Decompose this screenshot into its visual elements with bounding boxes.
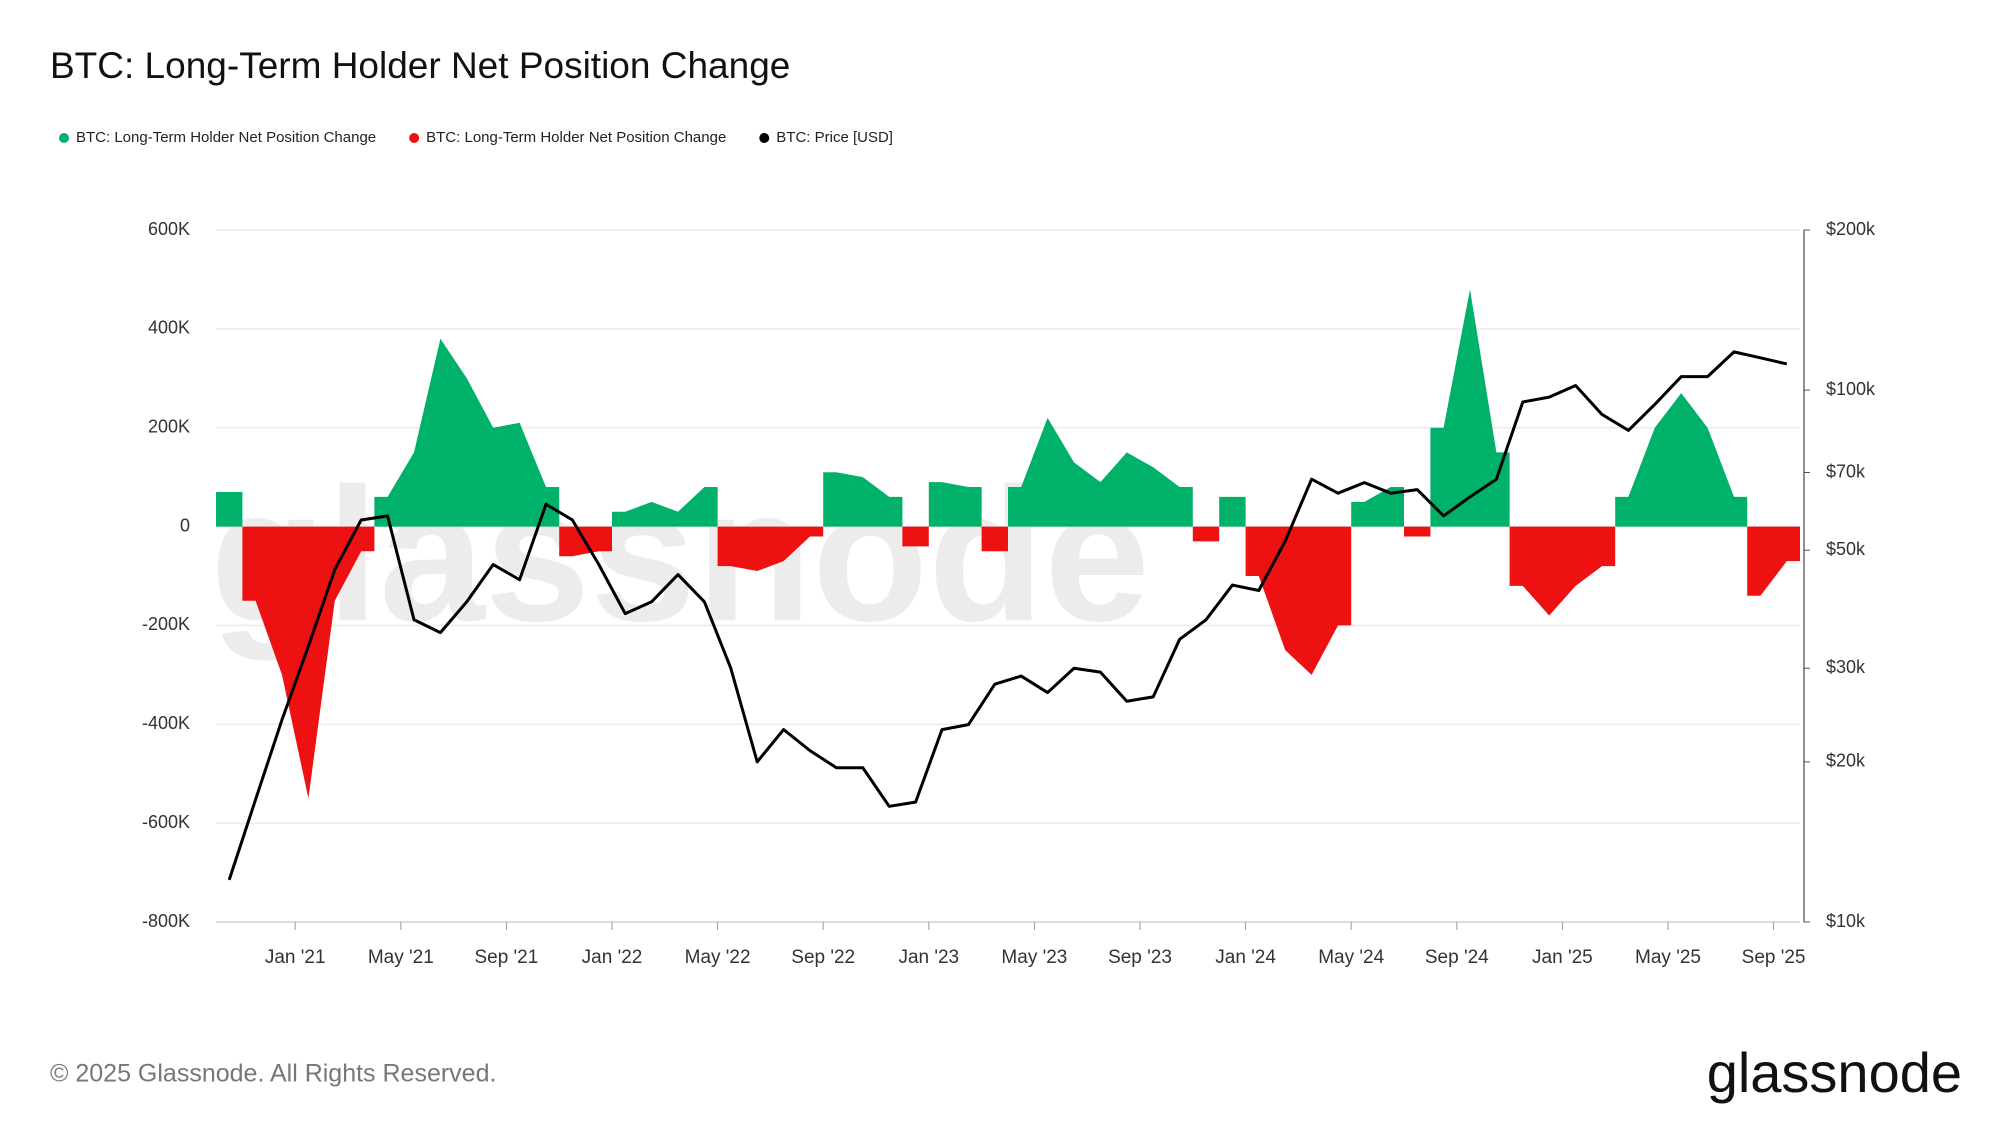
area xyxy=(717,526,824,572)
copyright: © 2025 Glassnode. All Rights Reserved. xyxy=(50,1060,496,1088)
plot: -800K -600K -400K -200K 0 200K 400K 600K $10k $20… xyxy=(142,219,1876,968)
area xyxy=(902,526,929,547)
area xyxy=(1351,487,1404,527)
legend-label: BTC: Long-Term Holder Net Position Chang… xyxy=(426,129,726,146)
y2-tick-label: $10k xyxy=(1826,911,1866,931)
chart-title: BTC: Long-Term Holder Net Position Chang… xyxy=(50,45,790,86)
area xyxy=(1509,526,1616,616)
y-tick-label: 400K xyxy=(148,318,190,338)
x-tick-label: Sep '21 xyxy=(474,947,538,968)
x-tick-label: Jan '21 xyxy=(265,947,326,968)
x-tick-label: May '21 xyxy=(368,947,434,968)
x-tick-label: Jan '24 xyxy=(1215,947,1276,968)
x-tick-label: May '23 xyxy=(1001,947,1067,968)
legend-label: BTC: Long-Term Holder Net Position Chang… xyxy=(76,129,376,146)
x-tick-label: May '25 xyxy=(1635,947,1701,968)
legend: BTC: Long-Term Holder Net Position Chang… xyxy=(59,129,893,146)
x-tick-label: May '22 xyxy=(685,947,751,968)
area xyxy=(216,491,243,527)
y-tick-label: 200K xyxy=(148,416,190,436)
x-tick-label: Jan '22 xyxy=(582,947,643,968)
y2-tick-label: $70k xyxy=(1826,461,1866,481)
x-tick-label: Sep '22 xyxy=(791,947,855,968)
x-tick-label: Sep '24 xyxy=(1425,947,1489,968)
y-tick-label: -200K xyxy=(142,614,190,634)
x-tick-label: Jan '25 xyxy=(1532,947,1593,968)
legend-marker xyxy=(409,133,420,143)
legend-label: BTC: Price [USD] xyxy=(776,129,893,146)
logo: glassnode xyxy=(1707,1041,1962,1104)
area xyxy=(1430,289,1510,527)
y2-tick-label: $30k xyxy=(1826,657,1866,677)
y-tick-label: -600K xyxy=(142,812,190,832)
x-tick-label: Sep '25 xyxy=(1742,947,1806,968)
legend-marker xyxy=(759,133,770,143)
y-tick-label: 0 xyxy=(180,515,190,535)
area xyxy=(374,338,560,527)
y2-tick-label: $200k xyxy=(1826,219,1876,239)
y-tick-label: -800K xyxy=(142,911,190,931)
x-tick-label: May '24 xyxy=(1318,947,1384,968)
area xyxy=(612,487,718,527)
legend-marker xyxy=(59,133,69,143)
y-tick-label: 600K xyxy=(148,219,190,239)
area xyxy=(1404,526,1431,537)
area xyxy=(823,472,903,527)
y2-tick-label: $100k xyxy=(1826,379,1876,399)
area xyxy=(928,482,982,527)
area xyxy=(1192,526,1220,542)
price-line xyxy=(227,350,1788,881)
x-tick-label: Jan '23 xyxy=(898,947,959,968)
area xyxy=(242,526,375,799)
area xyxy=(981,526,1008,552)
y2-tick-label: $50k xyxy=(1826,539,1866,559)
area xyxy=(1615,393,1748,527)
area xyxy=(1008,417,1193,527)
y-tick-label: -400K xyxy=(142,713,190,733)
y2-tick-label: $20k xyxy=(1826,751,1866,771)
x-tick-label: Sep '23 xyxy=(1108,947,1172,968)
area xyxy=(1219,496,1246,527)
area xyxy=(1747,526,1800,596)
